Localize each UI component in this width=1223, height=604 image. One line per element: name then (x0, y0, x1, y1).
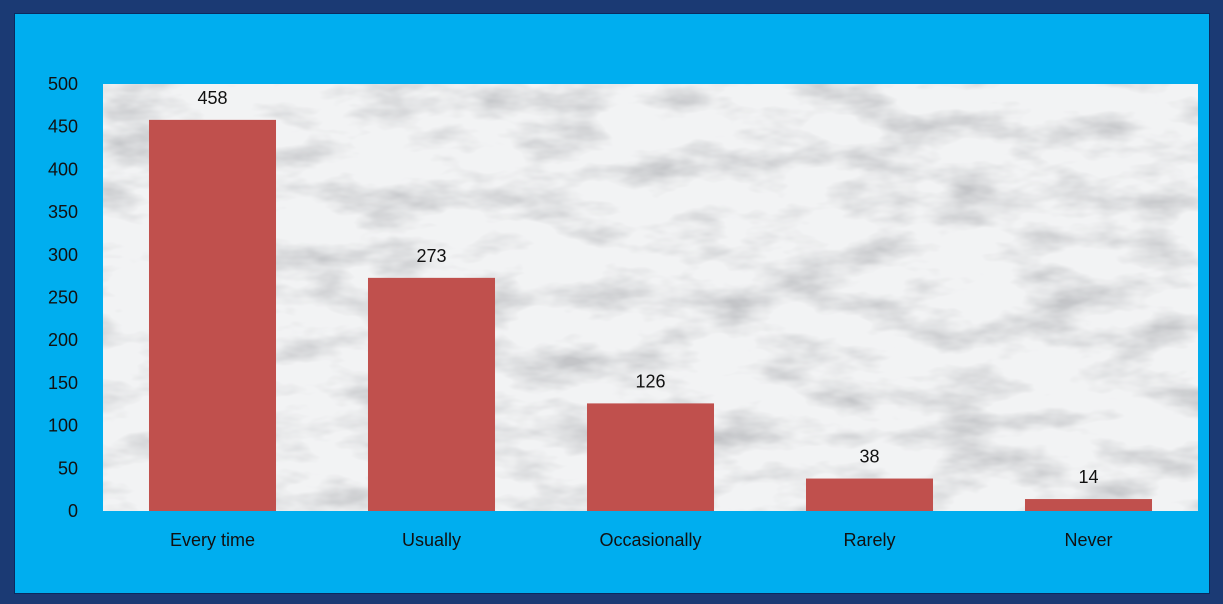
x-tick-label-4: Never (1064, 530, 1112, 550)
chart-frame: 458 273 126 38 14 0 50 100 150 200 250 300 350 400 45… (14, 13, 1210, 594)
bar-chart: 458 273 126 38 14 0 50 100 150 200 250 300 350 400 45… (48, 74, 1198, 550)
y-tick-label-9: 450 (48, 117, 78, 137)
y-tick-label-1: 50 (58, 458, 78, 478)
x-tick-label-2: Occasionally (599, 530, 701, 550)
y-tick-label-10: 500 (48, 74, 78, 94)
bar-0 (148, 119, 277, 512)
bar-1 (367, 277, 496, 511)
bar-4 (1024, 499, 1153, 511)
y-tick-label-5: 250 (48, 288, 78, 308)
y-axis-ticks: 0 50 100 150 200 250 300 350 400 450 500 (48, 74, 78, 521)
x-tick-label-1: Usually (402, 530, 461, 550)
x-axis-ticks: Every time Usually Occasionally Rarely Never (170, 530, 1113, 550)
data-label-0: 458 (197, 88, 227, 108)
data-label-4: 14 (1078, 467, 1098, 487)
bar-2 (586, 403, 715, 511)
y-tick-label-2: 100 (48, 416, 78, 436)
y-tick-label-6: 300 (48, 245, 78, 265)
y-tick-label-3: 150 (48, 373, 78, 393)
bars-group (148, 119, 1153, 512)
x-tick-label-0: Every time (170, 530, 255, 550)
data-label-2: 126 (635, 371, 665, 391)
y-tick-label-0: 0 (68, 501, 78, 521)
data-labels-group: 458 273 126 38 14 (197, 88, 1098, 487)
data-label-3: 38 (859, 447, 879, 467)
y-tick-label-8: 400 (48, 159, 78, 179)
data-label-1: 273 (416, 246, 446, 266)
y-tick-label-7: 350 (48, 202, 78, 222)
bar-3 (805, 478, 934, 511)
y-tick-label-4: 200 (48, 330, 78, 350)
x-tick-label-3: Rarely (843, 530, 895, 550)
